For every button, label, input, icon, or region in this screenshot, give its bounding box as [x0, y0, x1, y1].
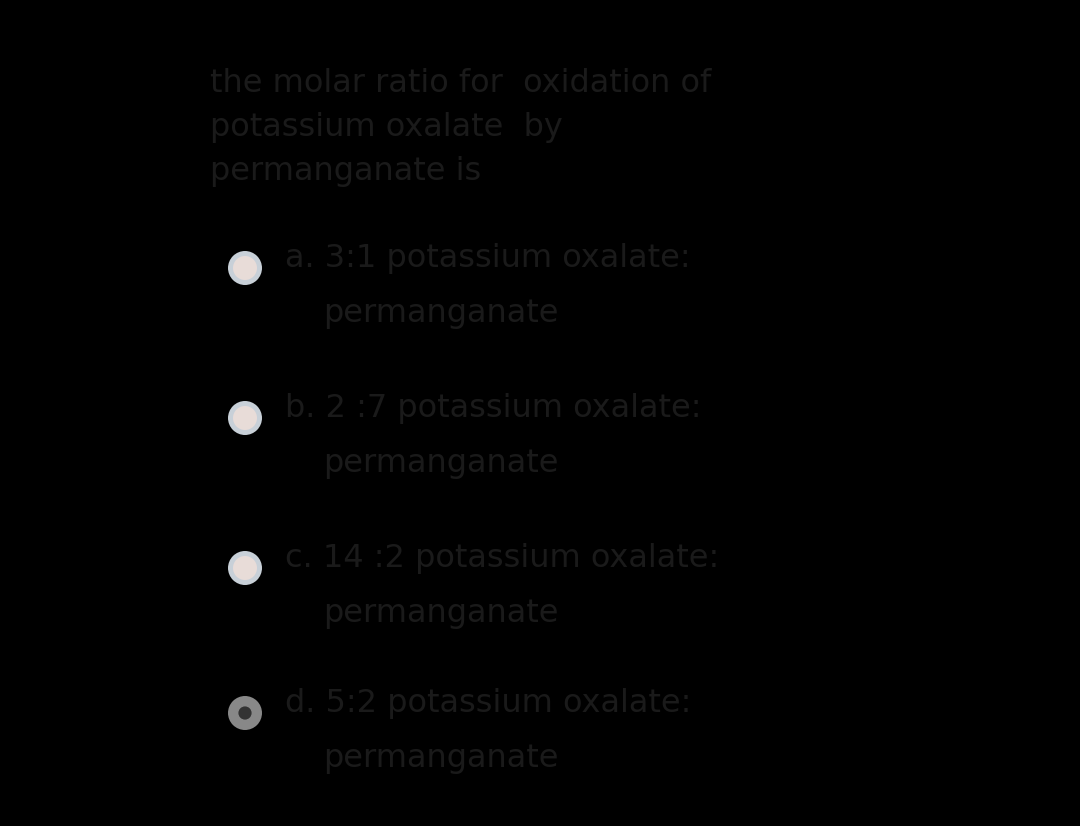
Circle shape [228, 251, 262, 285]
Text: the molar ratio for  oxidation of
potassium oxalate  by
permanganate is: the molar ratio for oxidation of potassi… [210, 68, 712, 188]
Circle shape [228, 696, 262, 730]
Text: d. 5:2 potassium oxalate:: d. 5:2 potassium oxalate: [285, 688, 691, 719]
Text: permanganate: permanganate [323, 743, 558, 774]
Text: permanganate: permanganate [323, 598, 558, 629]
Circle shape [228, 551, 262, 585]
Text: a. 3:1 potassium oxalate:: a. 3:1 potassium oxalate: [285, 243, 690, 274]
Circle shape [228, 401, 262, 435]
Text: permanganate: permanganate [323, 298, 558, 329]
Circle shape [233, 556, 257, 580]
Text: permanganate: permanganate [323, 448, 558, 479]
Text: b. 2 :7 potassium oxalate:: b. 2 :7 potassium oxalate: [285, 393, 702, 424]
Circle shape [233, 406, 257, 430]
Circle shape [233, 256, 257, 280]
Circle shape [239, 706, 252, 719]
Text: c. 14 :2 potassium oxalate:: c. 14 :2 potassium oxalate: [285, 543, 719, 574]
